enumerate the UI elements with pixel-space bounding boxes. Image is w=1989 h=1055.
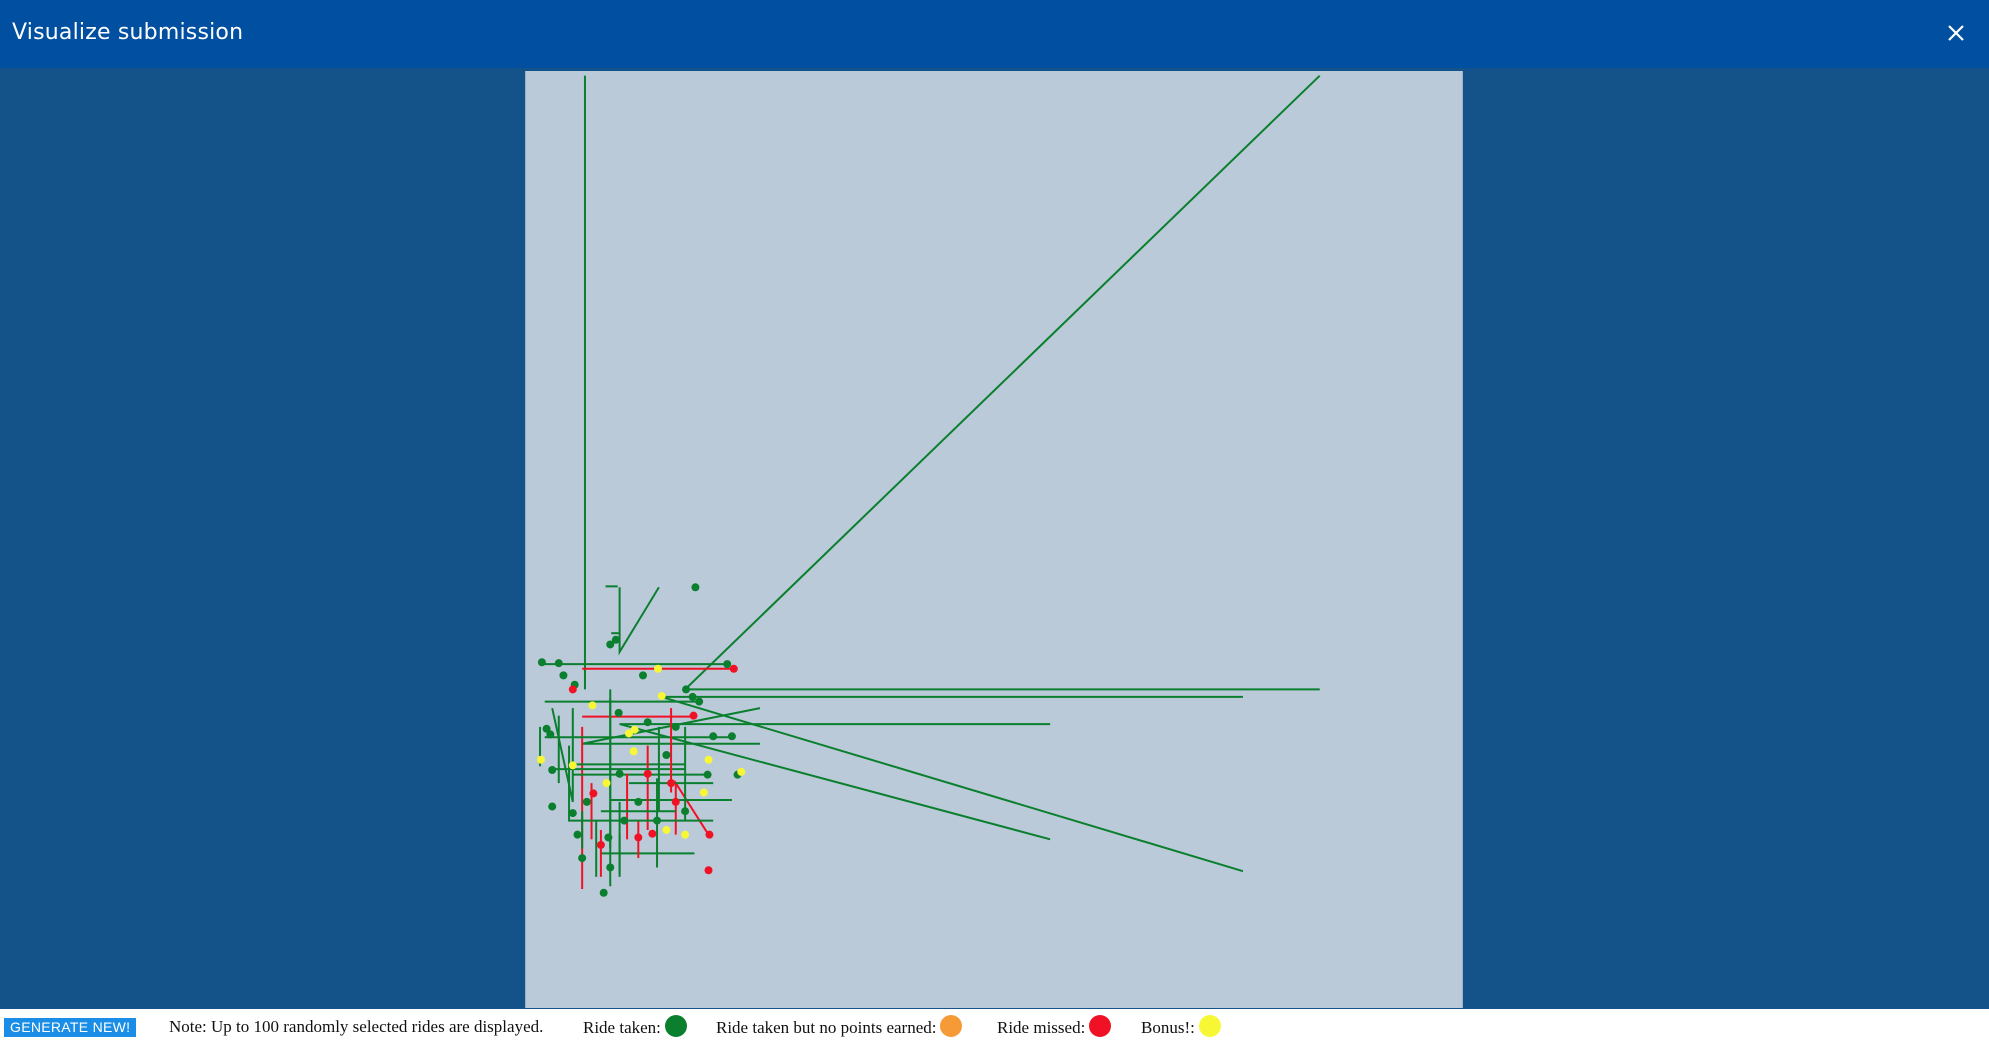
ride-endpoint	[537, 658, 546, 667]
ride-endpoint	[657, 691, 666, 700]
legend-ride-taken: Ride taken:	[583, 1015, 687, 1039]
legend-bonus: Bonus!:	[1141, 1015, 1221, 1039]
ride-endpoint	[643, 769, 652, 778]
rides-map	[525, 71, 1463, 1008]
ride-endpoint	[615, 769, 624, 778]
rides-map-svg	[536, 74, 1321, 897]
ride-endpoint	[643, 718, 652, 727]
ride-endpoint	[614, 708, 623, 717]
legend-label: Ride taken but no points earned:	[716, 1018, 937, 1037]
close-icon[interactable]	[1941, 18, 1971, 48]
ride-endpoint	[559, 671, 568, 680]
ride-endpoint	[596, 840, 605, 849]
legend-swatch-ride-no-points	[940, 1015, 963, 1037]
ride-endpoint	[704, 866, 713, 875]
ride-endpoint	[662, 751, 671, 760]
ride-endpoint	[588, 701, 597, 710]
ride-path	[682, 74, 1321, 691]
ride-endpoint	[639, 671, 647, 680]
ride-endpoint	[634, 833, 643, 842]
ride-endpoint	[681, 807, 690, 816]
ride-endpoint	[699, 788, 708, 797]
ride-endpoint	[542, 724, 551, 733]
ride-endpoint	[548, 766, 557, 775]
legend-label: Ride missed:	[997, 1018, 1086, 1037]
ride-endpoint	[630, 725, 639, 734]
legend-ride-no-points: Ride taken but no points earned:	[716, 1015, 963, 1039]
ride-endpoint	[704, 755, 713, 764]
ride-endpoint	[662, 825, 671, 834]
dialog-header: Visualize submission	[0, 0, 1989, 68]
ride-path	[661, 695, 1244, 873]
ride-endpoint	[737, 767, 746, 776]
generate-new-button[interactable]: GENERATE NEW!	[4, 1018, 137, 1037]
ride-endpoint	[689, 711, 698, 720]
ride-endpoint	[688, 692, 697, 701]
ride-endpoint	[606, 863, 615, 872]
note-text: Note: Up to 100 randomly selected rides …	[169, 1017, 544, 1036]
ride-endpoint	[695, 697, 704, 706]
legend-swatch-ride-missed	[1089, 1015, 1112, 1037]
ride-endpoint	[568, 685, 577, 694]
ride-endpoint	[653, 664, 662, 673]
ride-endpoint	[599, 888, 608, 897]
ride-endpoint	[578, 854, 587, 863]
ride-endpoint	[548, 802, 557, 811]
ride-endpoint	[691, 583, 700, 592]
dialog-title: Visualize submission	[12, 20, 244, 45]
ride-endpoint	[703, 770, 712, 779]
ride-endpoint	[648, 829, 657, 838]
ride-endpoint	[589, 789, 598, 798]
ride-endpoint	[634, 797, 643, 806]
footer-bar: GENERATE NEW! Note: Up to 100 randomly s…	[0, 1009, 1989, 1055]
ride-endpoint	[606, 640, 615, 649]
ride-endpoint	[729, 664, 738, 673]
ride-endpoint	[705, 830, 714, 839]
ride-endpoint	[546, 730, 555, 739]
ride-endpoint	[671, 797, 680, 806]
ride-endpoint	[682, 685, 691, 694]
ride-endpoint	[602, 779, 611, 788]
ride-endpoint	[536, 755, 545, 764]
ride-endpoint	[667, 779, 676, 788]
ride-endpoint	[629, 747, 638, 756]
ride-endpoint	[653, 816, 662, 825]
legend-swatch-bonus	[1198, 1015, 1221, 1037]
ride-endpoint	[604, 833, 613, 842]
ride-endpoint	[611, 635, 620, 644]
legend-ride-missed: Ride missed:	[997, 1015, 1112, 1039]
ride-endpoint	[568, 809, 577, 818]
ride-endpoint	[624, 729, 633, 738]
ride-path	[619, 723, 1051, 841]
ride-endpoint	[681, 830, 690, 839]
ride-endpoint	[709, 732, 718, 741]
ride-endpoint	[727, 732, 736, 741]
ride-endpoint	[671, 722, 680, 731]
ride-endpoint	[554, 659, 563, 668]
legend-label: Ride taken:	[583, 1018, 661, 1037]
legend-label: Bonus!:	[1141, 1018, 1195, 1037]
ride-endpoint	[620, 816, 629, 825]
ride-path	[618, 586, 660, 656]
legend-swatch-ride-taken	[664, 1015, 687, 1037]
ride-endpoint	[582, 797, 591, 806]
ride-endpoint	[568, 761, 577, 770]
ride-endpoint	[573, 830, 582, 839]
ride-endpoint	[723, 660, 732, 669]
